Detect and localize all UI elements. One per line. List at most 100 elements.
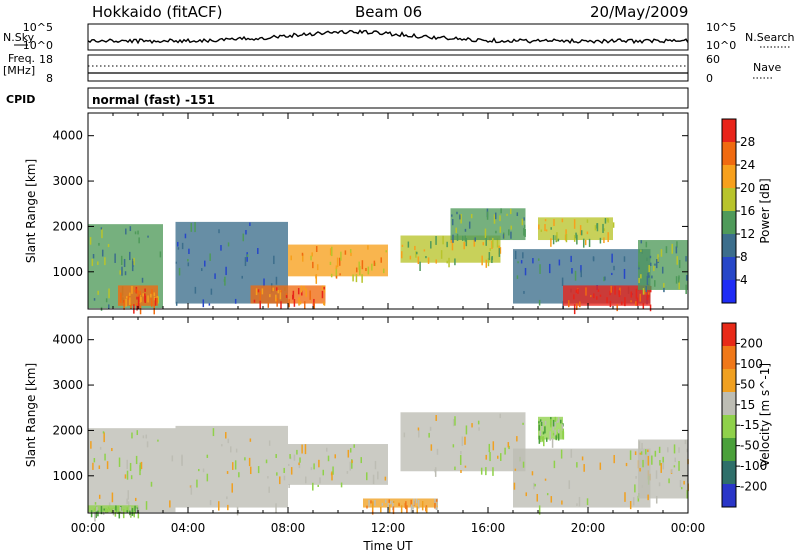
heatmap-cell (280, 290, 282, 293)
heatmap-cell (387, 503, 390, 510)
colorbar-swatch (722, 119, 736, 142)
ytick-label: 4000 (52, 129, 83, 143)
heatmap-cell (244, 257, 247, 267)
heatmap-cell (580, 265, 582, 273)
heatmap-cell (634, 451, 637, 456)
heatmap-cell (550, 227, 552, 230)
heatmap-cell (561, 424, 564, 431)
heatmap-cell (516, 436, 518, 442)
heatmap-cell (317, 484, 319, 487)
heatmap-cell (621, 301, 623, 305)
heatmap-cell (426, 507, 428, 514)
heatmap-cell (573, 235, 576, 242)
heatmap-cell (329, 248, 332, 256)
heatmap-cell (553, 460, 556, 469)
heatmap-cell (540, 229, 543, 232)
heatmap-cell (575, 289, 578, 293)
heatmap-cell (99, 446, 102, 450)
heatmap-cell (100, 505, 103, 515)
heatmap-cell (338, 257, 341, 266)
heatmap-cell (641, 484, 644, 488)
heatmap-cell (107, 506, 110, 510)
heatmap-cell (257, 289, 260, 293)
heatmap-cell (624, 297, 626, 307)
heatmap-cell (293, 299, 296, 307)
heatmap-cell (594, 225, 597, 231)
heatmap-cell (323, 286, 325, 290)
heatmap-cell (488, 252, 491, 261)
heatmap-cell (646, 295, 649, 301)
power-colorbar: 28 24 20 16 12 8 4 (721, 118, 755, 304)
heatmap-cell (380, 257, 382, 263)
heatmap-cell (218, 501, 220, 511)
heatmap-cell (561, 218, 564, 223)
heatmap-cell (534, 483, 536, 487)
heatmap-cell (639, 467, 641, 472)
heatmap-cell (273, 255, 275, 265)
heatmap-region (563, 285, 651, 306)
heatmap-cell (661, 266, 664, 274)
heatmap-cell (454, 466, 456, 471)
heatmap-cell (471, 423, 473, 428)
heatmap-cell (442, 235, 444, 245)
heatmap-cell (555, 435, 557, 440)
heatmap-cell (546, 493, 549, 496)
heatmap-cell (494, 212, 497, 220)
heatmap-cell (635, 476, 637, 479)
heatmap-cell (135, 455, 138, 465)
heatmap-cell (227, 504, 229, 511)
heatmap-cell (249, 438, 252, 442)
heatmap-cell (538, 435, 541, 444)
heatmap-cell (101, 228, 103, 239)
heatmap-cell (638, 261, 640, 268)
heatmap-cell (131, 285, 133, 294)
heatmap-cell (580, 270, 582, 278)
heatmap-cell (522, 461, 525, 468)
heatmap-cell (604, 218, 607, 224)
heatmap-cell (225, 432, 227, 439)
heatmap-cell (208, 303, 211, 306)
heatmap-cell (241, 275, 243, 279)
heatmap-cell (496, 238, 499, 248)
heatmap-cell (365, 267, 367, 272)
heatmap-cell (557, 429, 560, 434)
heatmap-cell (460, 450, 462, 455)
heatmap-cell (522, 422, 524, 425)
heatmap-cell (414, 245, 416, 251)
colorbar-swatch (722, 165, 736, 188)
heatmap-cell (370, 500, 372, 504)
heatmap-cell (214, 273, 216, 279)
heatmap-cell (181, 242, 184, 250)
heatmap-cell (440, 250, 443, 259)
heatmap-cell (114, 253, 116, 263)
heatmap-cell (524, 224, 526, 229)
heatmap-region (288, 444, 388, 485)
heatmap-cell (380, 507, 382, 513)
heatmap-cell (638, 249, 641, 254)
heatmap-cell (95, 506, 97, 510)
heatmap-cell (201, 268, 203, 272)
heatmap-cell (263, 278, 265, 287)
colorbar-swatch (722, 257, 736, 280)
heatmap-cell (401, 244, 404, 247)
heatmap-cell (190, 222, 193, 232)
heatmap-cell (599, 462, 602, 470)
heatmap-cell (658, 446, 661, 453)
heatmap-cell (178, 267, 181, 276)
heatmap-cell (146, 441, 149, 448)
heatmap-cell (138, 237, 140, 244)
heatmap-cell (646, 275, 649, 286)
heatmap-cell (181, 454, 183, 465)
heatmap-cell (277, 289, 280, 294)
heatmap-cell (639, 452, 642, 455)
heatmap-cell (545, 437, 548, 442)
heatmap-cell (454, 416, 456, 426)
heatmap-cell (206, 454, 209, 458)
heatmap-cell (139, 465, 141, 476)
heatmap-cell (187, 262, 190, 267)
heatmap-cell (648, 292, 650, 295)
velocity-xaxis: 00:00 04:00 08:00 12:00 16:00 20:00 00:00 (71, 521, 706, 535)
heatmap-cell (630, 300, 632, 303)
heatmap-cell (454, 258, 456, 266)
heatmap-cell (136, 288, 139, 294)
